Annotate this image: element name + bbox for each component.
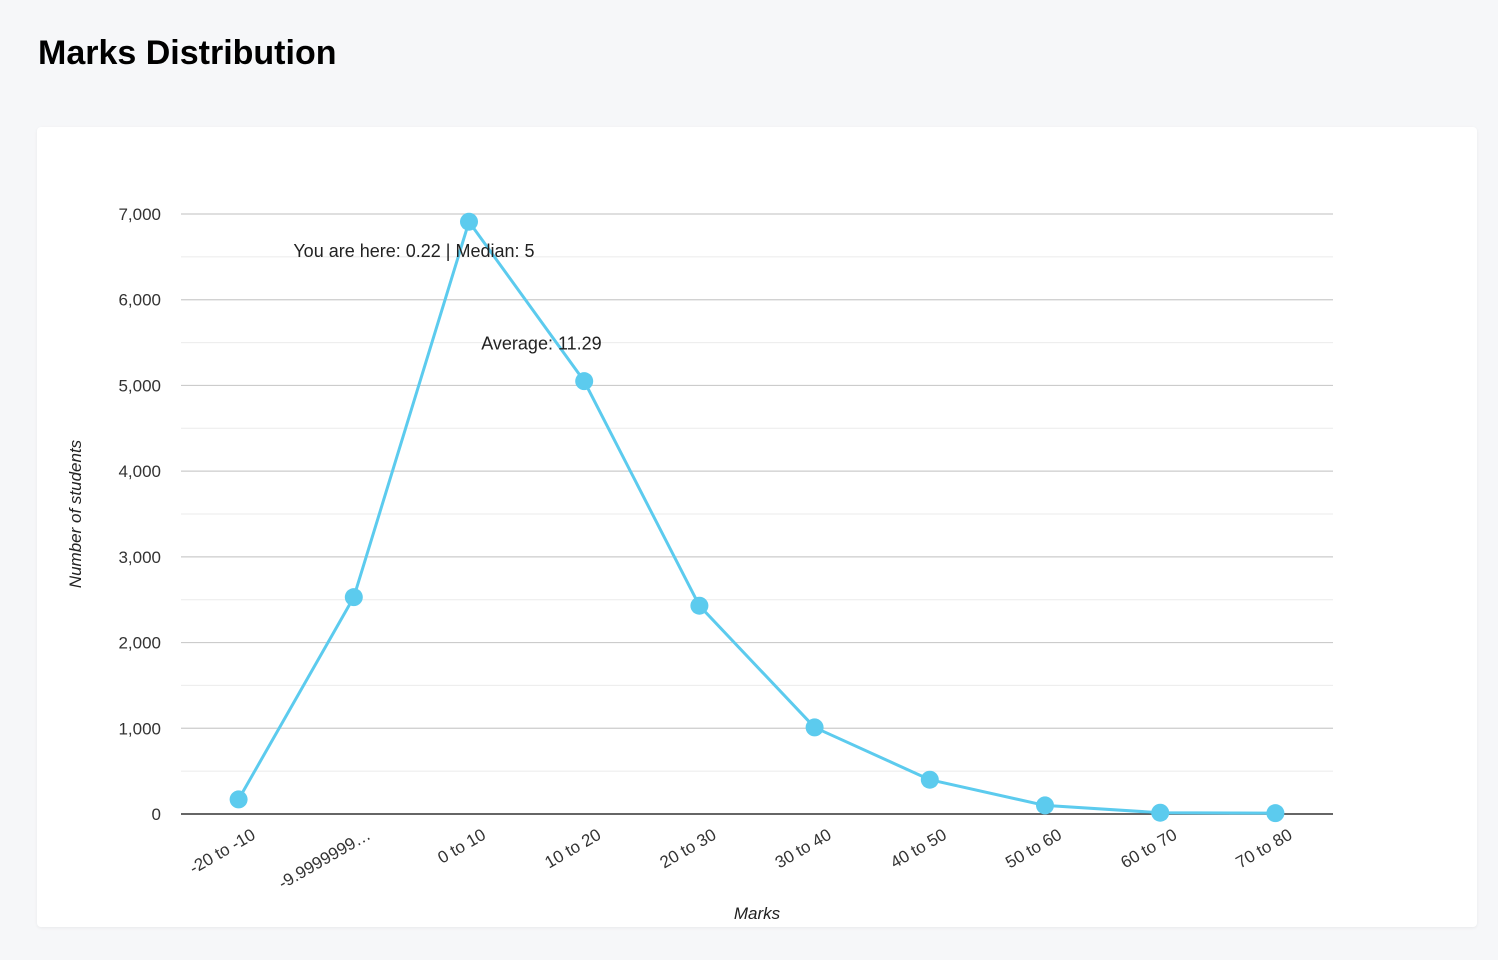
x-tick-label: 60 to 70 bbox=[1117, 825, 1180, 872]
y-tick-label: 1,000 bbox=[118, 719, 161, 738]
x-tick-label: 10 to 20 bbox=[541, 825, 604, 872]
y-tick-label: 6,000 bbox=[118, 291, 161, 310]
data-point[interactable] bbox=[1151, 803, 1170, 822]
data-point[interactable] bbox=[344, 588, 363, 607]
x-tick-label: 50 to 60 bbox=[1002, 825, 1065, 872]
y-tick-label: 4,000 bbox=[118, 462, 161, 481]
page-title: Marks Distribution bbox=[38, 34, 337, 72]
data-point[interactable] bbox=[1266, 804, 1285, 823]
data-point[interactable] bbox=[920, 770, 939, 789]
x-tick-label: -20 to -10 bbox=[186, 825, 259, 878]
data-point[interactable] bbox=[460, 212, 478, 231]
series-line-path bbox=[237, 220, 1276, 815]
x-tick-label: 30 to 40 bbox=[772, 825, 835, 872]
x-tick-label: 20 to 30 bbox=[657, 825, 720, 872]
y-tick-label: 0 bbox=[152, 805, 161, 824]
grid-lines bbox=[181, 213, 1333, 772]
series-line bbox=[229, 212, 1285, 823]
data-point[interactable] bbox=[575, 372, 594, 391]
x-axis-ticks: -20 to -10 -9.9999999… 0 to 10 10 to 20 20 t… bbox=[186, 825, 1295, 893]
data-point[interactable] bbox=[805, 718, 824, 737]
data-point[interactable] bbox=[229, 790, 248, 809]
y-tick-label: 7,000 bbox=[118, 205, 161, 224]
chart-annotation: Average: 11.29 bbox=[481, 333, 601, 353]
marks-distribution-chart: 0 1,000 2,000 3,000 4,000 5,000 6,000 7,000 -20… bbox=[66, 205, 1333, 923]
x-tick-label: -9.9999999… bbox=[275, 825, 374, 893]
data-point[interactable] bbox=[1036, 796, 1054, 815]
x-tick-label: 40 to 50 bbox=[887, 825, 950, 872]
x-tick-label: 0 to 10 bbox=[434, 825, 489, 867]
y-axis-ticks: 0 1,000 2,000 3,000 4,000 5,000 6,000 7,000 bbox=[118, 205, 161, 824]
y-tick-label: 5,000 bbox=[118, 376, 161, 395]
annotations: You are here: 0.22 | Median: 5 Average: 1… bbox=[293, 241, 601, 354]
x-tick-label: 70 to 80 bbox=[1233, 825, 1296, 872]
y-tick-label: 3,000 bbox=[118, 548, 161, 567]
x-axis-title: Marks bbox=[734, 904, 781, 923]
chart-card: 0 1,000 2,000 3,000 4,000 5,000 6,000 7,000 -20… bbox=[37, 127, 1477, 927]
chart-annotation: You are here: 0.22 | Median: 5 bbox=[293, 241, 534, 261]
y-axis-title: Number of students bbox=[66, 439, 85, 588]
data-point[interactable] bbox=[690, 596, 709, 615]
y-tick-label: 2,000 bbox=[118, 634, 161, 653]
